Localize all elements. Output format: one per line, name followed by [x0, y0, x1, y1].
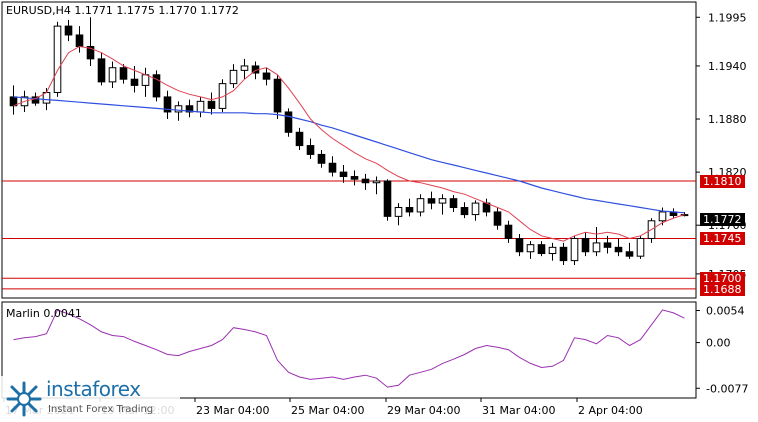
candle-body — [394, 207, 403, 217]
candle-body — [163, 96, 172, 113]
candle-body — [603, 242, 612, 248]
candle-body — [31, 96, 40, 104]
candle-body — [416, 198, 425, 213]
logo-tagline: Instant Forex Trading — [48, 404, 154, 415]
price-tick-label: 1.1995 — [708, 11, 747, 24]
candle-body — [592, 242, 601, 253]
candle-body — [493, 211, 502, 226]
candle-body — [317, 153, 326, 164]
candle-body — [273, 78, 282, 113]
indicator-tick-label: -0.0077 — [706, 382, 748, 395]
candle-body — [86, 45, 95, 60]
indicator-label: Marlin 0.0041 — [6, 307, 82, 320]
candles — [9, 17, 689, 266]
marlin-oscillator-line — [13, 309, 685, 388]
level-price-label: 1.1688 — [700, 282, 745, 296]
candle-body — [449, 198, 458, 209]
candle-body — [427, 198, 436, 204]
candle-body — [108, 67, 117, 83]
candle-body — [53, 25, 62, 93]
indicator-axis: 0.0054 0.00 -0.0077 — [696, 305, 748, 395]
candle-body — [625, 251, 634, 257]
slow-moving-average — [13, 96, 685, 214]
time-tick-label: 25 Mar 04:00 — [291, 404, 364, 417]
logo-star-icon — [6, 381, 42, 417]
candle-body — [196, 100, 205, 113]
candle-body — [97, 58, 106, 83]
candle-body — [471, 202, 480, 216]
candle-body — [372, 180, 381, 184]
level-price-label: 1.1810 — [700, 174, 745, 188]
candle-body — [614, 246, 623, 253]
candle-body — [515, 237, 524, 253]
candle-body — [504, 224, 513, 239]
candle-body — [229, 69, 238, 85]
candle-body — [636, 237, 645, 257]
time-tick-label: 31 Mar 04:00 — [482, 404, 555, 417]
level-lines — [2, 180, 696, 290]
candle-body — [262, 72, 271, 80]
logo — [0, 376, 180, 422]
candle-body — [130, 78, 139, 86]
candle-body — [658, 211, 667, 222]
candle-body — [284, 111, 293, 133]
candle-body — [559, 246, 568, 262]
candle-body — [405, 207, 414, 213]
indicator-tick-label: 0.00 — [706, 337, 731, 350]
candle-body — [350, 176, 359, 180]
indicator-tick-label: 0.0054 — [706, 305, 745, 318]
candle-body — [185, 105, 194, 113]
logo-name: instaforex — [46, 377, 141, 401]
candle-body — [383, 180, 392, 217]
candle-body — [537, 244, 546, 255]
candle-body — [218, 83, 227, 109]
time-tick-label: 23 Mar 04:00 — [196, 404, 269, 417]
candle-body — [119, 67, 128, 80]
candle-body — [64, 25, 73, 36]
symbol-info: EURUSD,H4 1.1771 1.1775 1.1770 1.1772 — [6, 4, 239, 17]
price-tick-label: 1.1940 — [708, 60, 747, 73]
candle-body — [339, 171, 348, 178]
level-price-label: 1.1700 — [700, 272, 745, 286]
price-tick-label: 1.1880 — [708, 113, 747, 126]
candle-body — [438, 198, 447, 204]
candle-body — [570, 237, 579, 262]
candle-body — [328, 162, 337, 173]
candle-body — [306, 145, 315, 155]
candle-body — [240, 65, 249, 71]
candle-body — [581, 237, 590, 253]
candle-body — [548, 246, 557, 255]
candle-body — [141, 74, 150, 86]
time-tick-label: 2 Apr 04:00 — [578, 404, 643, 417]
candle-body — [295, 131, 304, 147]
time-tick-label: 29 Mar 04:00 — [387, 404, 460, 417]
candle-body — [526, 244, 535, 253]
level-price-label: 1.1745 — [700, 232, 745, 246]
candle-body — [174, 105, 183, 113]
candle-body — [152, 74, 161, 98]
fast-moving-average — [13, 45, 685, 242]
candle-body — [75, 34, 84, 47]
candle-body — [460, 207, 469, 216]
price-panel — [1, 1, 697, 299]
candle-body — [207, 100, 216, 109]
current-price-label: 1.1772 — [700, 213, 745, 226]
candle-body — [361, 178, 370, 184]
